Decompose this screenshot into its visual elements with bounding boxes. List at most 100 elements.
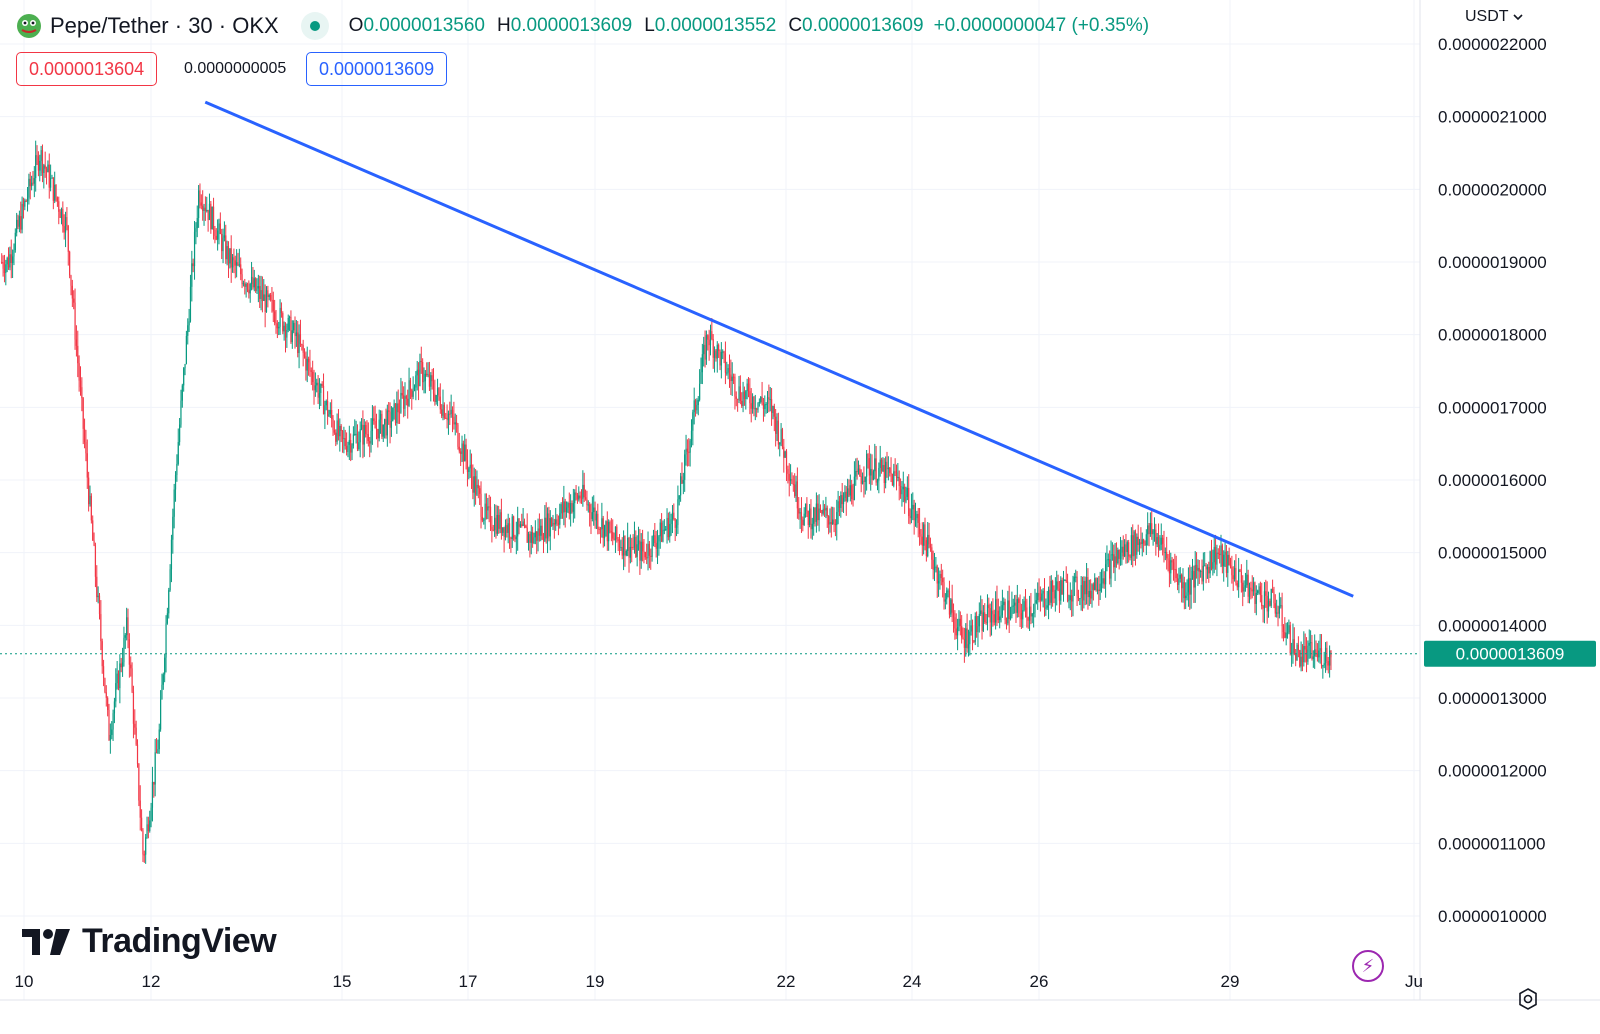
candle [647,531,649,571]
symbol-title[interactable]: Pepe/Tether · 30 · OKX [50,13,279,38]
candle [382,424,384,442]
candle [1216,544,1218,577]
candle [876,478,879,491]
candle [928,522,930,549]
candle [1118,549,1120,570]
price-axis[interactable]: 0.0000010000 0.0000011000 0.0000012000 0.00… [1438,35,1547,926]
candle [208,193,211,221]
candle [735,391,737,407]
candle [246,282,249,293]
candle [923,522,925,555]
candle [1270,588,1272,608]
candle [765,402,767,414]
candle [965,623,967,657]
currency-selector[interactable]: USDT [1465,8,1523,26]
time-tick-label: 26 [1030,972,1049,991]
candle [115,668,117,708]
trendline[interactable] [204,100,1354,598]
candle [1034,588,1036,618]
candle [1106,545,1108,572]
tradingview-logo[interactable]: TradingView [22,922,277,961]
candle [442,389,444,421]
candle [218,218,220,245]
candle [252,267,254,290]
candle [646,543,648,565]
candle [954,610,956,640]
candle [124,633,126,649]
candle [1194,551,1196,603]
candle [26,186,29,212]
candle [912,492,914,521]
candle [685,434,687,466]
lightning-icon[interactable]: ⚡ [1352,950,1384,982]
candle [242,280,245,287]
candle [973,640,975,644]
candle [993,609,995,626]
candle [339,418,341,452]
candle [946,587,948,605]
candle [880,457,883,474]
candle [107,696,109,717]
candle [185,330,187,365]
candle [1136,533,1138,559]
candle [1056,570,1058,606]
time-axis[interactable]: 10 12 15 17 19 22 24 26 29 Ju [15,972,1423,991]
candle [518,518,520,535]
candle [680,472,682,502]
candle [64,211,67,248]
candle [758,398,760,407]
candle [593,495,595,526]
candle [265,286,268,313]
candle [1019,594,1021,627]
candle [667,512,669,541]
candle [403,386,405,418]
candle [519,521,522,528]
candle [1281,592,1283,639]
candle [1042,588,1044,608]
candle [559,503,561,529]
candle [769,386,771,412]
candle [871,454,873,485]
candle [557,515,560,536]
candle [1198,559,1200,585]
candle [458,432,460,454]
candle [1247,569,1249,604]
candle [1026,598,1028,628]
candle [899,478,902,499]
candle [1132,524,1134,568]
candle [470,453,473,489]
candle [312,360,314,391]
candle [1085,562,1088,605]
candle [184,363,186,376]
candle [147,816,149,839]
candle [170,534,173,583]
candle [464,434,466,462]
candle [781,427,784,450]
market-status-icon[interactable] [300,12,329,40]
candle [661,513,663,543]
candle [1018,597,1020,618]
candle [1269,598,1271,607]
candle [1062,570,1065,602]
candle [340,424,342,443]
settings-gear-icon[interactable] [1515,986,1541,1017]
buy-price-button[interactable]: 0.0000013609 [306,52,448,86]
candle [74,288,76,350]
candle [1075,569,1077,583]
candlestick-series [1,140,1332,864]
candle [192,258,194,273]
candle [203,203,205,226]
candle [883,458,885,494]
candle [848,479,850,498]
candle [886,451,888,478]
candle [618,534,621,556]
candle [939,570,941,590]
candle [684,449,686,492]
candle [688,438,690,467]
sell-price-button[interactable]: 0.0000013604 [16,52,158,86]
candle [1129,554,1131,561]
candle [384,418,386,439]
candle [179,417,181,446]
candle [200,194,202,210]
